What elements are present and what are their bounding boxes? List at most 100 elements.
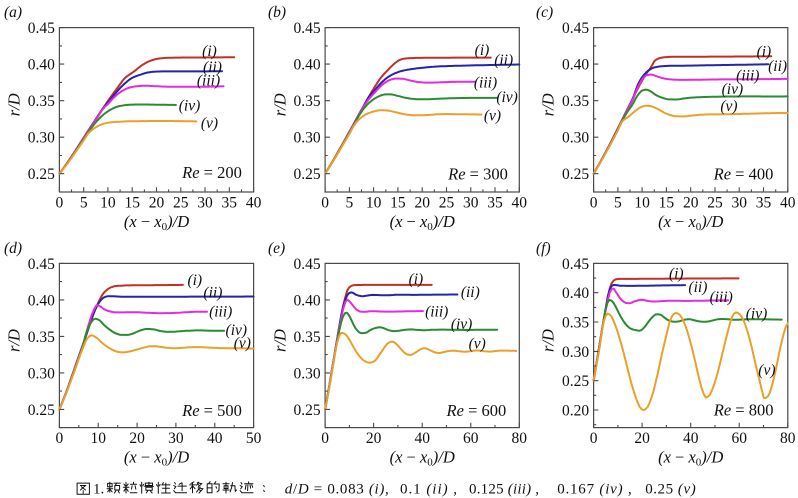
svg-text:(b): (b) [268,4,286,21]
svg-text:35: 35 [222,194,238,211]
svg-text:0.45: 0.45 [28,256,55,273]
svg-text:1.: 1. [93,482,104,498]
svg-text:(x − x0)/D: (x − x0)/D [658,448,723,469]
svg-text:30: 30 [197,194,213,211]
svg-text:0.30: 0.30 [28,365,55,382]
svg-text:0.25: 0.25 [28,402,55,419]
svg-text:(ii): (ii) [494,52,513,69]
svg-text:0.125 (iii) ,: 0.125 (iii) , [469,482,539,498]
svg-text:0.40: 0.40 [562,285,589,302]
svg-text:0: 0 [321,430,329,447]
svg-text:10: 10 [366,194,382,211]
svg-text:15: 15 [390,194,406,211]
svg-text:80: 80 [780,430,796,447]
svg-text:(iii): (iii) [710,289,733,306]
svg-text:0.35: 0.35 [562,314,589,331]
svg-text:30: 30 [168,430,184,447]
svg-text:80: 80 [512,430,528,447]
svg-text:40: 40 [683,430,699,447]
svg-text:(ii): (ii) [688,279,707,296]
svg-text:0.30: 0.30 [293,130,320,147]
svg-text:r/D: r/D [5,93,24,116]
svg-text:(v): (v) [720,98,737,115]
svg-text:(f): (f) [536,240,551,257]
svg-text:(i): (i) [757,44,772,61]
svg-text:0: 0 [56,430,64,447]
svg-text:20: 20 [129,430,145,447]
svg-text:20: 20 [683,194,699,211]
svg-text:Re = 400: Re = 400 [713,165,774,184]
svg-text:0.40: 0.40 [562,57,589,74]
svg-text:10: 10 [90,430,106,447]
svg-text:60: 60 [463,430,479,447]
svg-text:(i): (i) [669,266,684,283]
svg-text:60: 60 [731,430,747,447]
svg-text:0.45: 0.45 [293,20,320,37]
svg-text:0.25: 0.25 [28,166,55,183]
svg-text:(ii): (ii) [461,284,480,301]
svg-text:0: 0 [590,430,598,447]
svg-text:(i): (i) [202,43,217,60]
svg-text:5: 5 [346,194,354,211]
svg-text:(d): (d) [4,240,22,257]
svg-text:0.35: 0.35 [293,329,320,346]
svg-text:(v): (v) [234,335,251,352]
svg-text:5: 5 [80,194,88,211]
svg-text:0.45: 0.45 [28,20,55,37]
svg-text:(x − x0)/D: (x − x0)/D [124,448,189,469]
svg-text:(iv): (iv) [451,316,473,333]
svg-text:0: 0 [321,194,329,211]
svg-text:Re = 800: Re = 800 [713,400,774,419]
svg-text:35: 35 [487,194,503,211]
svg-text:10: 10 [634,194,650,211]
svg-text:(c): (c) [536,4,553,21]
svg-text:20: 20 [414,194,430,211]
svg-text:40: 40 [780,194,796,211]
svg-text:0.25: 0.25 [293,402,320,419]
svg-text:(iv): (iv) [179,98,201,115]
svg-text:(iii): (iii) [425,304,448,321]
svg-text:(i): (i) [187,272,202,289]
svg-text:0.25: 0.25 [293,166,320,183]
svg-text:(x − x0)/D: (x − x0)/D [658,212,723,233]
svg-text:0.40: 0.40 [28,57,55,74]
svg-text:(v): (v) [484,107,501,124]
svg-text:0.35: 0.35 [562,93,589,110]
svg-text:Re = 500: Re = 500 [181,401,242,420]
svg-text:0: 0 [56,194,64,211]
svg-text:50: 50 [246,430,262,447]
svg-text:40: 40 [414,430,430,447]
svg-text:0.25: 0.25 [562,166,589,183]
svg-text:35: 35 [756,194,772,211]
svg-text:0.35: 0.35 [28,93,55,110]
svg-text:(v): (v) [201,115,218,132]
svg-text:(iii): (iii) [474,74,497,91]
svg-text:15: 15 [124,194,140,211]
svg-text:0.35: 0.35 [28,329,55,346]
svg-text:15: 15 [659,194,675,211]
svg-text:(ii): (ii) [203,59,222,76]
svg-text:0.1 (ii) ,: 0.1 (ii) , [400,482,457,498]
svg-text:Re = 600: Re = 600 [446,401,507,420]
svg-text:0.167 (iv) ,: 0.167 (iv) , [557,482,632,498]
svg-text:10: 10 [100,194,116,211]
svg-text:20: 20 [366,430,382,447]
svg-text:(iii): (iii) [736,68,759,85]
svg-text:25: 25 [707,194,723,211]
svg-text:0.45: 0.45 [562,256,589,273]
svg-text:(x − x0)/D: (x − x0)/D [390,212,455,233]
svg-text:0.45: 0.45 [562,20,589,37]
svg-text:0.35: 0.35 [293,93,320,110]
svg-text:(a): (a) [4,4,22,21]
svg-text:0.40: 0.40 [293,292,320,309]
svg-text:0.45: 0.45 [293,256,320,273]
svg-text:20: 20 [149,194,165,211]
svg-text:0.30: 0.30 [562,130,589,147]
svg-text:(ii): (ii) [203,285,222,302]
svg-text:0.30: 0.30 [293,365,320,382]
svg-text:(iv): (iv) [722,81,744,98]
svg-text:40: 40 [246,194,262,211]
svg-text:(v): (v) [469,336,486,353]
svg-text:r/D: r/D [271,329,290,352]
svg-text:5: 5 [614,194,622,211]
